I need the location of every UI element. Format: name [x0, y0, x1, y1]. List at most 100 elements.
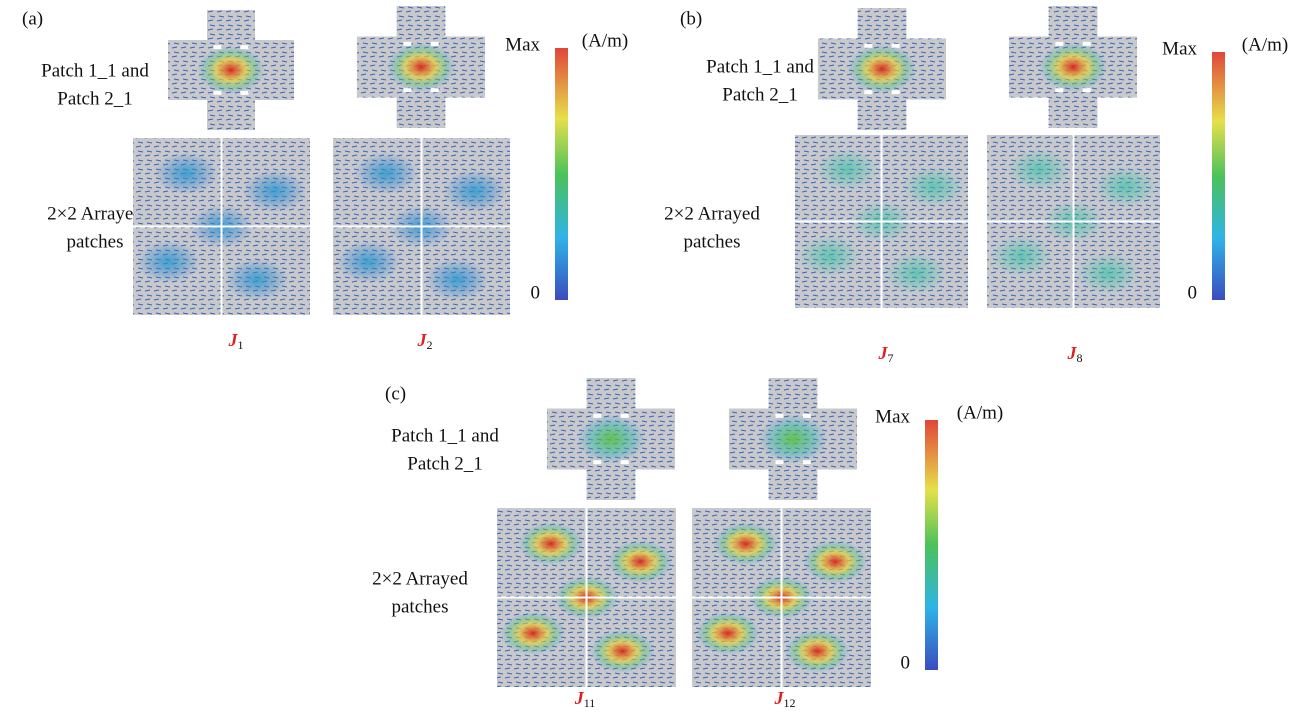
current-hotspot: [902, 166, 965, 208]
slot: [1055, 41, 1064, 46]
current-hotspot: [884, 252, 948, 295]
array-label: 2×2 Arrayed: [664, 203, 760, 224]
patch-label: Patch 2_1: [722, 84, 797, 105]
slot: [802, 460, 811, 465]
slot: [240, 45, 249, 50]
current-hotspot: [336, 240, 401, 284]
slot: [1082, 41, 1091, 46]
current-hotspot: [386, 42, 456, 92]
patch-label: Patch 2_1: [407, 453, 482, 474]
mode-subscript: 12: [784, 696, 796, 710]
patch-label: Patch 1_1 and: [391, 425, 499, 446]
colorbar-min: 0: [531, 282, 541, 303]
colorbar-unit: (A/m): [582, 30, 628, 51]
patch-label: Patch 1_1 and: [41, 60, 149, 81]
current-hotspot: [590, 629, 655, 673]
colorbar-unit: (A/m): [957, 402, 1003, 423]
mode-symbol: J: [574, 688, 585, 708]
colorbar-max: Max: [875, 406, 910, 427]
slot: [430, 88, 439, 93]
mode-label: J12: [774, 688, 796, 710]
slot: [403, 88, 412, 93]
current-hotspot: [713, 522, 778, 566]
colorbar: [925, 420, 938, 670]
slot: [403, 41, 412, 46]
slot: [620, 413, 629, 418]
panel-label: (c): [385, 383, 406, 404]
panel-label: (a): [22, 8, 43, 29]
current-hotspot: [1076, 252, 1140, 295]
slot: [775, 413, 784, 418]
colorbar-unit: (A/m): [1242, 34, 1288, 55]
current-hotspot: [785, 629, 850, 673]
slot: [802, 413, 811, 418]
mode-symbol: J: [878, 343, 889, 363]
slot: [775, 460, 784, 465]
mode-label: J8: [1067, 343, 1083, 365]
current-hotspot: [154, 152, 218, 195]
mode-symbol: J: [417, 330, 428, 350]
current-hotspot: [802, 540, 868, 584]
current-hotspot: [798, 235, 861, 277]
current-hotspot: [136, 240, 201, 284]
array-label: patches: [67, 231, 124, 252]
slot: [593, 413, 602, 418]
mode-subscript: 2: [427, 338, 433, 352]
mode-symbol: J: [1067, 343, 1078, 363]
array-label: 2×2 Arrayed: [47, 203, 143, 224]
mode-label: J1: [228, 330, 244, 352]
mode-subscript: 8: [1077, 351, 1083, 365]
current-hotspot: [607, 540, 673, 584]
current-hotspot: [225, 258, 289, 301]
patch-label: Patch 1_1 and: [706, 56, 814, 77]
current-hotspot: [518, 522, 583, 566]
current-hotspot: [815, 148, 879, 191]
mode-subscript: 7: [888, 351, 894, 365]
slot: [864, 43, 873, 48]
colorbar: [555, 48, 568, 300]
current-hotspot: [425, 258, 489, 301]
current-hotspot: [1007, 148, 1071, 191]
current-hotspot: [990, 235, 1053, 277]
slot: [213, 90, 222, 95]
current-hotspot: [197, 46, 265, 94]
array-label: patches: [392, 596, 449, 617]
current-hotspot: [442, 169, 507, 213]
colorbar-min: 0: [1188, 282, 1198, 303]
slot: [620, 460, 629, 465]
current-hotspot: [354, 152, 418, 195]
mode-subscript: 1: [238, 338, 244, 352]
mode-label: J2: [417, 330, 433, 352]
slot: [1082, 88, 1091, 93]
mode-subscript: 11: [584, 696, 596, 710]
current-hotspot: [242, 169, 307, 213]
current-hotspot: [500, 611, 566, 655]
patch-label: Patch 2_1: [57, 88, 132, 109]
array-label: patches: [684, 231, 741, 252]
slot: [891, 43, 900, 48]
mode-label: J7: [878, 343, 894, 365]
current-hotspot: [576, 414, 646, 464]
panel-label: (b): [680, 8, 702, 29]
colorbar-max: Max: [1162, 38, 1197, 59]
slot: [593, 460, 602, 465]
colorbar-min: 0: [901, 652, 911, 673]
colorbar-max: Max: [505, 34, 540, 55]
current-hotspot: [758, 414, 828, 464]
mode-label: J11: [574, 688, 596, 710]
current-hotspot: [1038, 42, 1108, 92]
current-hotspot: [695, 611, 761, 655]
array-label: 2×2 Arrayed: [372, 568, 468, 589]
current-hotspot: [847, 44, 917, 94]
mode-symbol: J: [228, 330, 239, 350]
slot: [891, 90, 900, 95]
slot: [240, 90, 249, 95]
slot: [430, 41, 439, 46]
slot: [213, 45, 222, 50]
colorbar: [1212, 52, 1225, 300]
current-hotspot: [1094, 166, 1157, 208]
mode-symbol: J: [774, 688, 785, 708]
slot: [864, 90, 873, 95]
slot: [1055, 88, 1064, 93]
